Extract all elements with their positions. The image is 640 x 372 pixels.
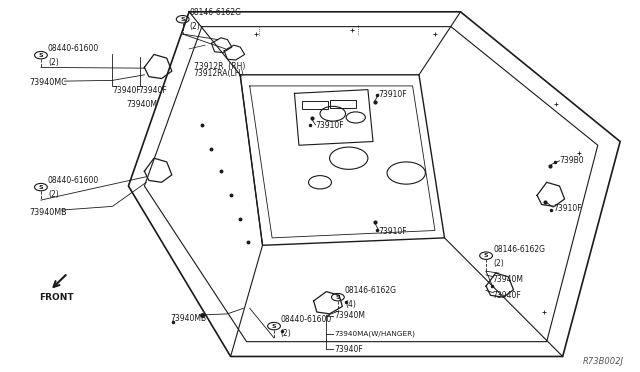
Text: S: S [484,253,488,258]
Text: 08146-6162G: 08146-6162G [345,286,397,295]
Text: (2): (2) [280,329,291,338]
Text: (2): (2) [493,259,504,267]
Text: 73940F: 73940F [138,86,167,95]
Text: 73910F: 73910F [553,204,582,213]
Text: S: S [272,324,276,328]
Text: 73940M: 73940M [126,100,157,109]
Text: 73940F: 73940F [113,86,141,95]
Text: S: S [38,185,44,190]
Text: 73940M: 73940M [334,311,365,320]
Text: 08440-61600: 08440-61600 [280,315,332,324]
Text: (2): (2) [48,190,59,199]
Text: 73910F: 73910F [379,227,408,236]
Text: (4): (4) [345,300,356,309]
Text: S: S [335,295,340,300]
Text: 73940MB: 73940MB [29,208,67,217]
Text: 73910F: 73910F [379,90,408,99]
Text: 08146-6162G: 08146-6162G [493,245,545,254]
Text: 73940MC: 73940MC [29,78,67,87]
Text: (2): (2) [189,22,200,31]
Text: R73B002J: R73B002J [582,357,623,366]
Text: FRONT: FRONT [39,293,74,302]
Text: 73940F: 73940F [334,344,363,353]
Text: S: S [38,53,44,58]
Text: 73940F: 73940F [492,291,521,300]
Text: 73940MB: 73940MB [170,314,206,323]
Text: 73910F: 73910F [316,121,344,130]
Text: 08440-61600: 08440-61600 [48,44,99,53]
Text: 739B0: 739B0 [559,156,584,165]
Text: 73940M: 73940M [492,275,524,284]
Text: 73912R  (RH): 73912R (RH) [193,62,245,71]
Text: 08146-6162G: 08146-6162G [189,9,242,17]
Text: 73912RA(LH): 73912RA(LH) [193,69,244,78]
Bar [302,101,328,109]
Text: 73940MA(W/HANGER): 73940MA(W/HANGER) [334,331,415,337]
Text: (2): (2) [48,58,59,67]
Text: S: S [180,17,185,22]
Bar [330,100,356,108]
Text: 08440-61600: 08440-61600 [48,176,99,185]
